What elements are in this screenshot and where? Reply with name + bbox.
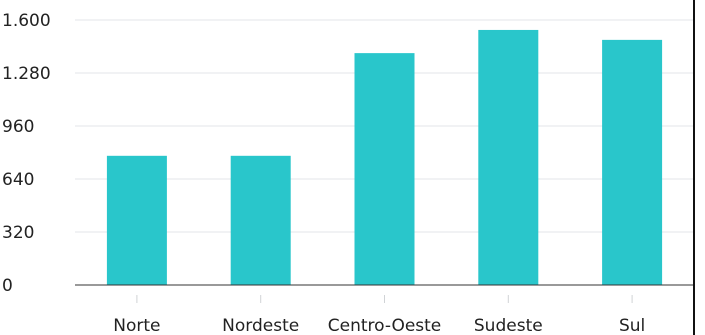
x-tick-label: Sudeste [474, 316, 543, 335]
bar-sul [602, 39, 663, 285]
x-tick-label: Centro-Oeste [328, 316, 442, 335]
y-tick-label: 1.600 [2, 11, 51, 31]
bar-centro-oeste [354, 53, 415, 285]
y-tick-label: 0 [2, 276, 13, 296]
y-tick-label: 1.280 [2, 64, 51, 84]
bar-norte [106, 155, 167, 285]
y-tick-label: 320 [2, 223, 34, 243]
bar-nordeste [230, 155, 291, 285]
bars [106, 29, 663, 285]
x-tick-label: Sul [619, 316, 645, 335]
y-tick-label: 960 [2, 117, 34, 137]
y-tick-label: 640 [2, 170, 34, 190]
axes: 0 320 640 960 1.280 1.600 Norte Nordeste Centro-… [2, 11, 694, 335]
x-tick-label: Nordeste [222, 316, 299, 335]
x-tick-label: Norte [113, 316, 160, 335]
bar-sudeste [478, 29, 539, 285]
